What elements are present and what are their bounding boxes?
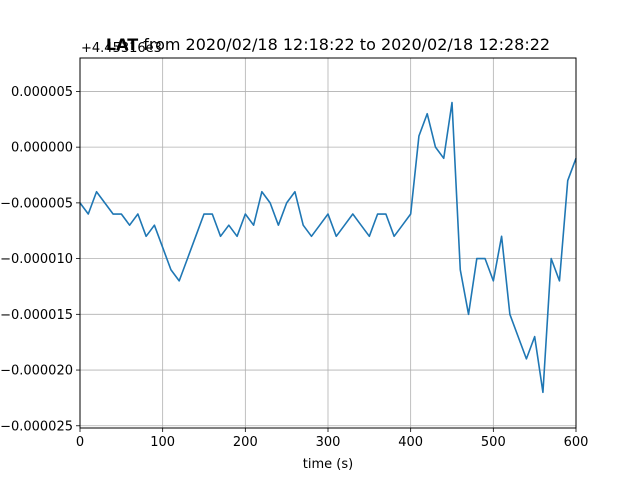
chart-title: LAT from 2020/02/18 12:18:22 to 2020/02/… [106, 35, 550, 54]
x-tick-label: 200 [233, 435, 258, 450]
x-tick-label: 0 [76, 435, 84, 450]
x-tick-label: 500 [481, 435, 506, 450]
y-tick-label: −0.000010 [0, 252, 73, 267]
y-gridlines [80, 91, 576, 427]
x-tick-label: 600 [564, 435, 589, 450]
y-offset-label: +4.45316e3 [81, 41, 162, 56]
x-axis-label: time (s) [303, 457, 353, 472]
y-tick-label: 0.000005 [11, 85, 73, 100]
x-tick-label: 300 [316, 435, 341, 450]
x-tick-label: 100 [150, 435, 175, 450]
chart-title-rest: from 2020/02/18 12:18:22 to 2020/02/18 1… [138, 35, 550, 54]
chart-title-bold: LAT [106, 35, 138, 54]
y-tick-label: −0.000015 [0, 308, 73, 323]
lat-series-line [79, 101, 577, 394]
x-tick-label: 400 [398, 435, 423, 450]
y-axis-ticks: 0.000005 0.000000 −0.000005 −0.000010 −0.000… [0, 85, 80, 434]
y-tick-label: −0.000025 [0, 419, 73, 434]
y-tick-label: −0.000020 [0, 364, 73, 379]
y-tick-label: −0.000005 [0, 196, 73, 211]
y-tick-label: 0.000000 [11, 141, 73, 156]
x-axis-ticks: 0 100 200 300 400 500 600 [76, 428, 589, 450]
